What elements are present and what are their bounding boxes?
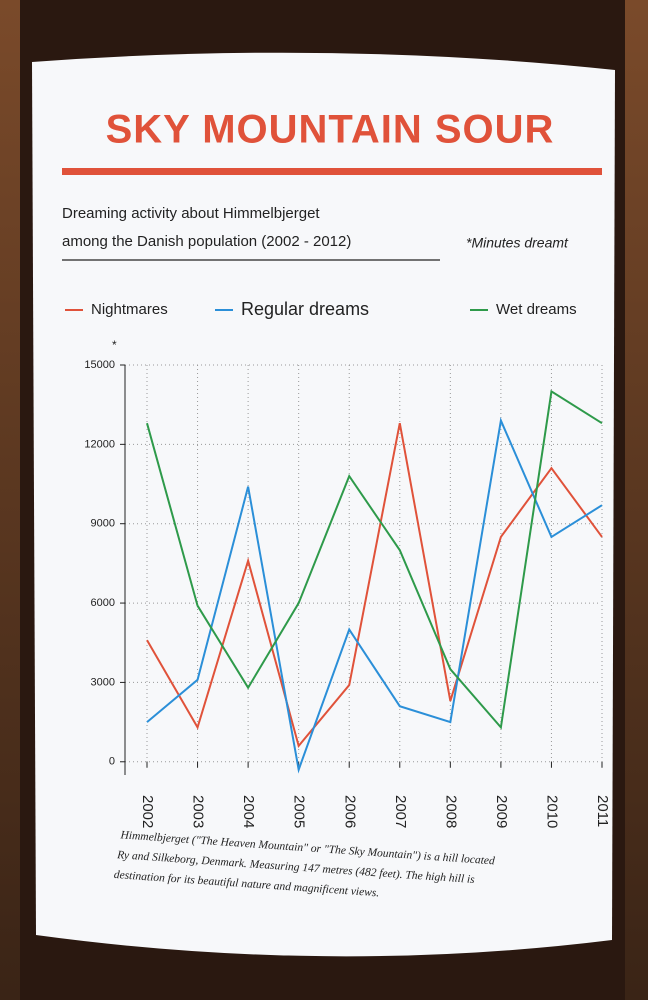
x-tick-label: 2008	[442, 795, 459, 828]
x-tick-label: 2004	[240, 795, 257, 828]
x-tick-label: 2007	[392, 795, 409, 828]
legend-label: Regular dreams	[241, 299, 369, 319]
x-tick-label: 2003	[190, 795, 207, 828]
y-tick-label: 12000	[84, 438, 115, 450]
subtitle: Dreaming activity about Himmelbjerget	[62, 205, 320, 222]
y-tick-label: 6000	[91, 597, 115, 609]
series-line	[146, 417, 603, 774]
x-tick-label: 2010	[543, 795, 560, 828]
x-tick-label: 2006	[341, 795, 358, 828]
legend-label: Wet dreams	[496, 301, 577, 318]
title-underline	[62, 168, 602, 175]
note: *Minutes dreamt	[466, 235, 569, 251]
y-tick-label: 15000	[84, 359, 115, 371]
x-tick-label: 2011	[594, 795, 611, 827]
x-tick-label: 2002	[139, 795, 156, 828]
legend-label: Nightmares	[91, 301, 168, 318]
y-tick-label: 3000	[91, 676, 115, 688]
series-line	[146, 389, 603, 730]
y-tick-label: 0	[109, 756, 115, 768]
y-axis-label: *	[112, 338, 117, 352]
y-tick-label: 9000	[91, 518, 115, 530]
subtitle: among the Danish population (2002 - 2012…	[62, 233, 351, 250]
series-line	[146, 423, 603, 749]
x-tick-label: 2009	[493, 795, 510, 828]
x-tick-label: 2005	[291, 795, 308, 828]
chart-title: SKY MOUNTAIN SOUR	[106, 108, 555, 152]
label	[32, 52, 615, 957]
